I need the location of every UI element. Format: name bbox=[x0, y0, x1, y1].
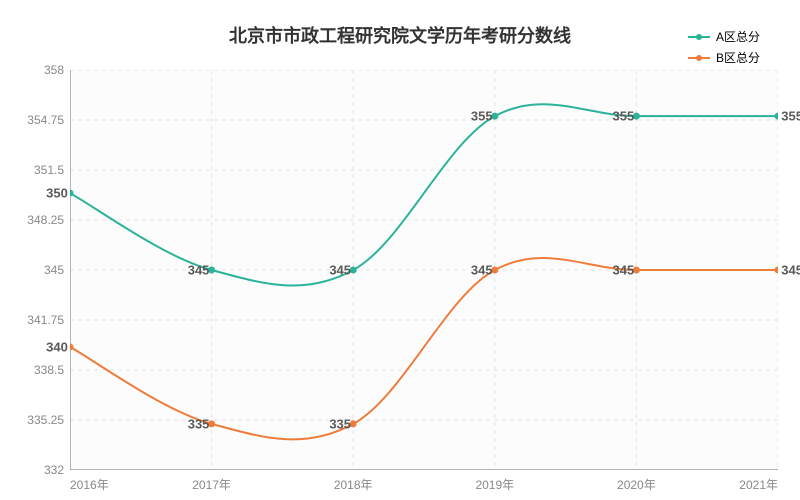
y-axis-tick: 358 bbox=[14, 63, 64, 77]
data-label: 345 bbox=[471, 263, 493, 278]
data-label: 345 bbox=[781, 263, 800, 278]
data-label: 355 bbox=[471, 109, 493, 124]
data-marker bbox=[775, 113, 779, 120]
y-axis-tick: 345 bbox=[14, 263, 64, 277]
data-label: 340 bbox=[46, 339, 68, 354]
legend-label: B区总分 bbox=[716, 49, 760, 66]
data-label: 355 bbox=[781, 109, 800, 124]
plot-svg bbox=[70, 70, 778, 470]
x-axis-tick: 2020年 bbox=[606, 476, 666, 493]
data-label: 335 bbox=[188, 416, 210, 431]
y-axis-tick: 338.5 bbox=[14, 363, 64, 377]
legend-marker-icon bbox=[696, 55, 702, 61]
data-label: 335 bbox=[329, 416, 351, 431]
data-label: 345 bbox=[329, 263, 351, 278]
legend-label: A区总分 bbox=[716, 28, 760, 45]
legend-item: B区总分 bbox=[688, 49, 760, 66]
y-axis-tick: 332 bbox=[14, 463, 64, 477]
data-label: 355 bbox=[613, 109, 635, 124]
chart-container: 北京市市政工程研究院文学历年考研分数线 A区总分B区总分 332335.2533… bbox=[0, 0, 800, 500]
data-label: 350 bbox=[46, 186, 68, 201]
y-axis-tick: 351.5 bbox=[14, 163, 64, 177]
legend-line-icon bbox=[688, 57, 710, 59]
y-axis-tick: 335.25 bbox=[14, 413, 64, 427]
data-label: 345 bbox=[188, 263, 210, 278]
chart-title: 北京市市政工程研究院文学历年考研分数线 bbox=[0, 22, 800, 48]
x-axis-tick: 2018年 bbox=[323, 476, 383, 493]
series-line bbox=[70, 104, 778, 285]
y-axis-tick: 341.75 bbox=[14, 313, 64, 327]
x-axis-tick: 2016年 bbox=[70, 476, 130, 493]
legend-marker-icon bbox=[696, 34, 702, 40]
y-axis-tick: 348.25 bbox=[14, 213, 64, 227]
x-axis-tick: 2017年 bbox=[182, 476, 242, 493]
data-label: 345 bbox=[613, 263, 635, 278]
legend-item: A区总分 bbox=[688, 28, 760, 45]
legend-line-icon bbox=[688, 36, 710, 38]
series-line bbox=[70, 258, 778, 439]
data-marker bbox=[775, 267, 779, 274]
x-axis-tick: 2021年 bbox=[718, 476, 778, 493]
x-axis-tick: 2019年 bbox=[465, 476, 525, 493]
plot-area: 332335.25338.5341.75345348.25351.5354.75… bbox=[70, 70, 778, 470]
y-axis-tick: 354.75 bbox=[14, 113, 64, 127]
legend: A区总分 B区总分 bbox=[688, 28, 760, 70]
